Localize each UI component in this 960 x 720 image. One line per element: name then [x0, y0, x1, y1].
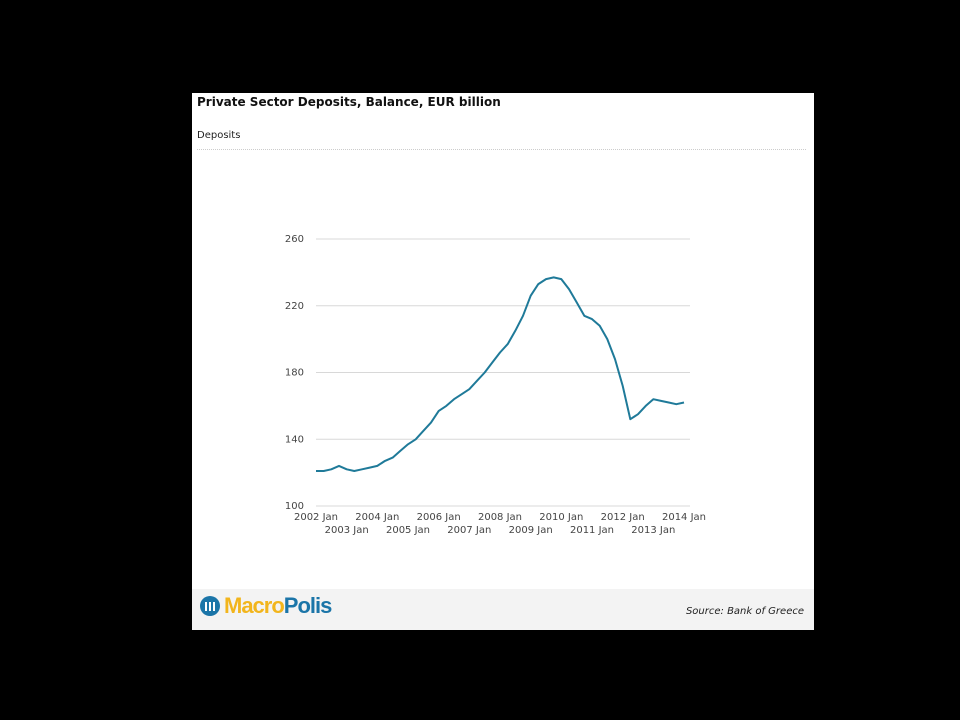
- source: Source: Bank of Greece: [685, 606, 804, 617]
- x-tick-label: 2002 Jan: [294, 512, 338, 523]
- x-tick-label: 2004 Jan: [355, 512, 399, 523]
- y-tick-label: 220: [285, 301, 304, 312]
- x-tick-label: 2007 Jan: [447, 525, 491, 536]
- y-tick-label: 180: [285, 368, 304, 379]
- x-tick-label: 2005 Jan: [386, 525, 430, 536]
- panel: Private Sector Deposits, Balance, EUR bi…: [192, 93, 814, 630]
- logo-part: Macro: [224, 593, 285, 618]
- series-label: Deposits: [197, 130, 241, 141]
- x-tick-label: 2010 Jan: [539, 512, 583, 523]
- chart-title: Private Sector Deposits, Balance, EUR bi…: [197, 95, 501, 109]
- logo: MacroPolis: [224, 593, 333, 619]
- x-tick-label: 2011 Jan: [570, 525, 614, 536]
- y-tick-label: 100: [285, 501, 304, 512]
- plot-area: [192, 153, 806, 589]
- x-tick-label: 2014 Jan: [662, 512, 706, 523]
- divider: [197, 149, 806, 150]
- x-tick-label: 2006 Jan: [417, 512, 461, 523]
- y-tick-label: 140: [285, 434, 304, 445]
- data-line: [316, 276, 685, 472]
- footer: MacroPolis Source: Bank of Greece: [192, 589, 814, 630]
- logo-icon: [200, 596, 220, 616]
- chart: 100 140 180 220 260 2002 Jan 2003 Jan 2004 Jan 2…: [285, 234, 706, 536]
- x-tick-label: 2009 Jan: [509, 525, 553, 536]
- logo-part: Polis: [283, 593, 333, 618]
- y-tick-label: 260: [285, 234, 304, 245]
- x-tick-label: 2003 Jan: [325, 525, 369, 536]
- x-tick-label: 2012 Jan: [601, 512, 645, 523]
- x-tick-label: 2013 Jan: [631, 525, 675, 536]
- x-tick-label: 2008 Jan: [478, 512, 522, 523]
